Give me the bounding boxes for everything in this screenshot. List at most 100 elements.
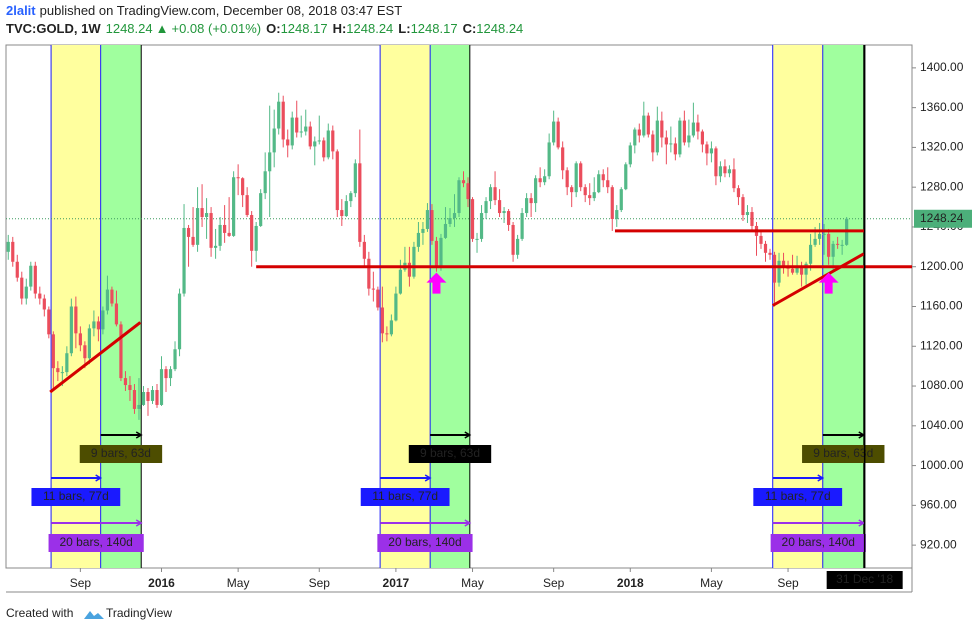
candle-body: [475, 238, 479, 240]
x-tick-label: May: [227, 576, 250, 590]
candle-body: [543, 176, 547, 183]
brand-logo: [84, 611, 104, 619]
candle-body: [290, 117, 294, 146]
x-tick-label: Sep: [777, 576, 799, 590]
range-label-second: 9 bars, 63d: [420, 446, 480, 460]
candle-body: [105, 289, 110, 311]
header-line: 2lalit published on TradingView.com, Dece…: [6, 3, 402, 18]
candle-body: [781, 260, 786, 266]
candle-body: [24, 286, 28, 299]
candle-body: [484, 201, 488, 214]
candle-body: [583, 187, 587, 196]
range-band-first: [772, 45, 823, 568]
date-line-label: 31 Dec '18: [836, 572, 893, 586]
candle-body: [42, 298, 46, 310]
candle-body: [272, 128, 276, 153]
candle-body: [723, 166, 727, 174]
open: 1248.17: [281, 21, 328, 36]
candle-body: [164, 369, 168, 379]
candle-body: [443, 223, 448, 238]
range-arrow-head: [135, 431, 143, 439]
range-label-second: 9 bars, 63d: [813, 446, 873, 460]
candle-body: [245, 195, 249, 216]
candle-body: [430, 210, 434, 241]
range-label-total-box: [377, 534, 473, 552]
candle-body: [768, 252, 772, 255]
range-band-second: [430, 45, 470, 568]
quote-line: TVC:GOLD, 1W 1248.24 ▲ +0.08 (+0.01%) O:1248…: [6, 21, 523, 36]
candle-body: [425, 210, 430, 229]
trendline: [771, 252, 865, 307]
candle-body: [74, 306, 78, 334]
candle-body: [696, 122, 700, 132]
candle-body: [561, 147, 565, 171]
range-label-first: 11 bars, 77d: [43, 489, 109, 503]
candle-body: [268, 152, 272, 172]
range-label-total-box: [770, 534, 866, 552]
candle-body: [146, 392, 150, 401]
candle-body: [29, 265, 33, 287]
candle-body: [831, 243, 835, 257]
x-tick-label: Sep: [309, 576, 331, 590]
candle-body: [304, 126, 308, 132]
range-arrow-head: [424, 474, 432, 482]
y-tick-label: 1320.00: [920, 140, 964, 154]
range-label-first: 11 bars, 77d: [765, 489, 831, 503]
candle-body: [597, 174, 601, 193]
candle-body: [308, 126, 312, 147]
range-label-total: 20 bars, 140d: [782, 535, 855, 549]
footer-brand: TradingView: [106, 606, 172, 620]
candle-body: [795, 266, 799, 273]
candle-body: [461, 180, 466, 184]
candle-body: [673, 143, 677, 155]
annotation-arrow: [818, 272, 839, 294]
candle-body: [177, 293, 182, 350]
range-label-first-box: [31, 488, 121, 506]
candle-body: [344, 201, 348, 217]
candle-body: [588, 195, 592, 199]
range-label-first: 11 bars, 77d: [372, 489, 438, 503]
candle-body: [398, 269, 403, 294]
candle-body: [574, 163, 578, 193]
candle-body: [817, 233, 822, 239]
candle-body: [488, 187, 493, 202]
x-tick-label: 2017: [383, 576, 410, 590]
last: 1248.24: [106, 21, 153, 36]
x-tick-label: 2018: [617, 576, 644, 590]
candle-body: [727, 169, 732, 174]
candle-body: [592, 192, 596, 199]
candle-body: [718, 166, 723, 177]
candle-body: [714, 148, 718, 177]
candle-body: [241, 178, 245, 196]
range-arrow-head: [858, 519, 866, 527]
candle-body: [678, 120, 682, 155]
y-tick-label: 1360.00: [920, 100, 964, 114]
candle-body: [534, 178, 538, 204]
up-icon: ▲: [156, 21, 169, 36]
candle-body: [218, 224, 222, 246]
candle-body: [813, 238, 817, 245]
candle-body: [6, 241, 10, 252]
candle-body: [538, 178, 542, 183]
candle-body: [470, 199, 475, 239]
candle-body: [804, 263, 808, 275]
candle-body: [808, 244, 813, 264]
candle-body: [565, 170, 569, 188]
candle-body: [60, 372, 64, 374]
candle-body: [552, 121, 556, 143]
candle-body: [827, 233, 831, 257]
candle-body: [191, 236, 195, 245]
candle-body: [331, 130, 335, 152]
candle-body: [493, 187, 497, 201]
candle-body: [56, 368, 60, 373]
candle-body: [362, 241, 366, 259]
candle-body: [128, 385, 132, 391]
range-label-total: 20 bars, 140d: [59, 535, 132, 549]
candle-body: [506, 211, 511, 225]
candle-body: [669, 143, 673, 145]
candle-body: [295, 117, 299, 133]
change: +0.08 (+0.01%): [171, 21, 261, 36]
date-line-label-box: [826, 571, 903, 589]
